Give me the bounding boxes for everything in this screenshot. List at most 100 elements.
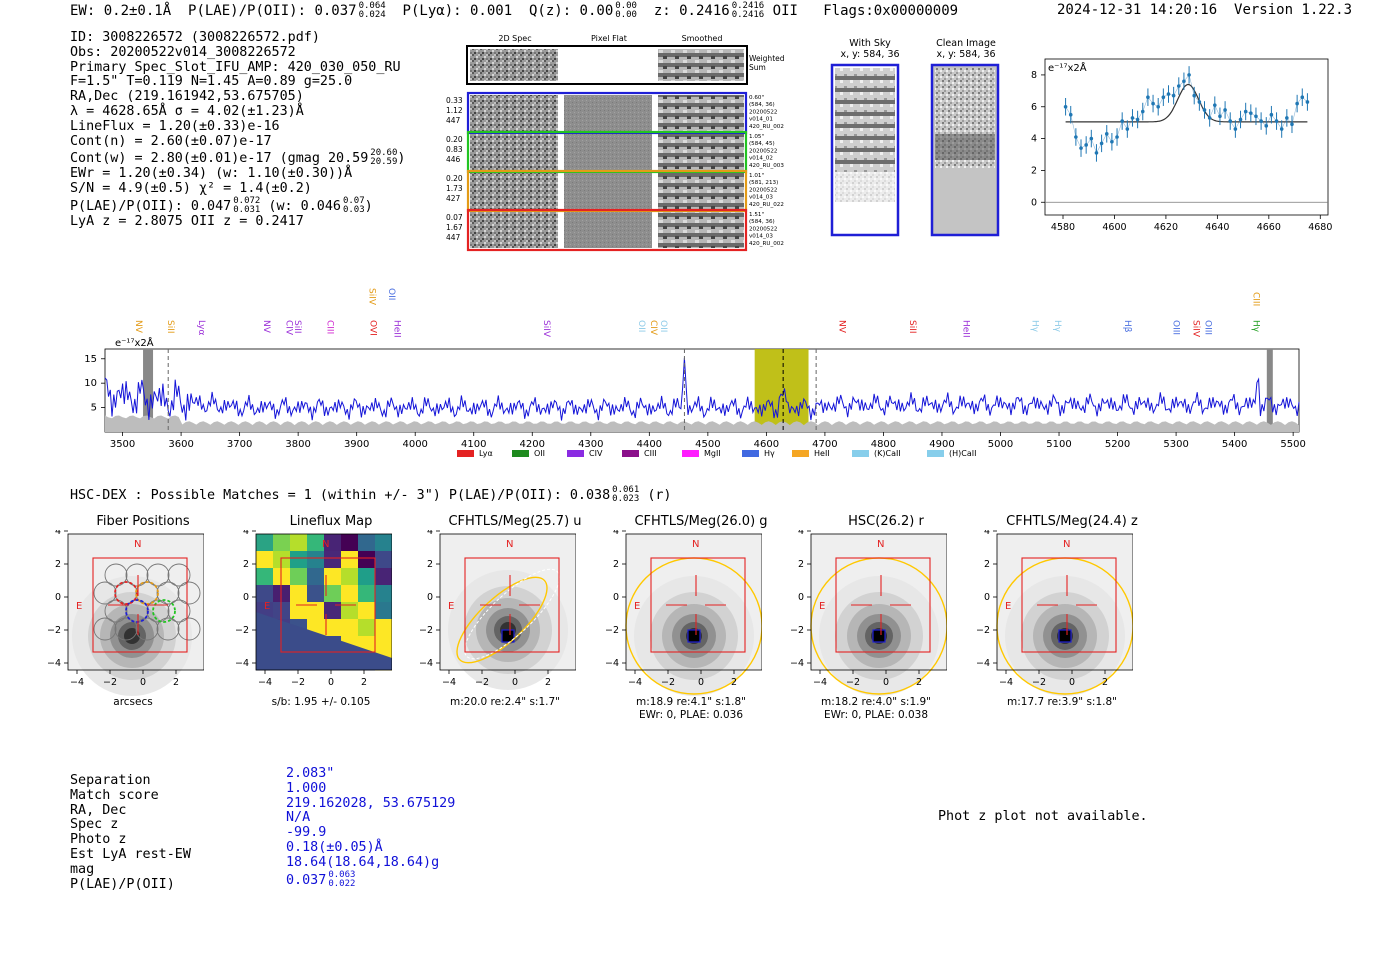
source-box xyxy=(687,629,701,643)
label-mag: mag xyxy=(70,861,95,877)
zoom-y-tick-label: 8 xyxy=(1031,70,1037,81)
fiber-circle xyxy=(114,617,138,641)
galaxy-core xyxy=(873,630,885,642)
legend-label: (K)CaII xyxy=(874,449,901,458)
x-tick-label: −2 xyxy=(846,677,860,688)
value-radec: 219.162028, 53.675129 xyxy=(286,795,456,811)
zoom-data-point xyxy=(1084,143,1088,147)
row-2dspec xyxy=(470,95,558,131)
zoom-data-point xyxy=(1259,119,1263,123)
zoom-data-point xyxy=(1140,109,1145,114)
label-photoz: Photo z xyxy=(70,832,127,848)
y-tick-label: −4 xyxy=(235,658,249,669)
version: Version 1.22.3 xyxy=(1234,2,1353,18)
row-pixelflat xyxy=(564,95,652,131)
row-right-value: (584, 36) xyxy=(749,102,775,108)
line-label-siiv: SiIV xyxy=(367,288,377,306)
line-label-ovi: OVI xyxy=(368,320,378,336)
spec-x-tick-label: 5300 xyxy=(1163,439,1188,450)
match-table-values: 2.083" 1.000 219.162028, 53.675129 N/A -… xyxy=(286,766,456,889)
row-right-value: (584, 45) xyxy=(749,141,775,147)
value-separation: 2.083" xyxy=(286,766,335,781)
lineflux-pixel xyxy=(375,568,392,586)
x-tick-label: 0 xyxy=(512,677,518,688)
galaxy-core xyxy=(688,630,700,642)
cutout-frame xyxy=(67,533,204,671)
legend-label: MgII xyxy=(704,449,721,458)
zoom-x-tick-label: 4620 xyxy=(1154,222,1178,233)
fiber-circle xyxy=(177,581,201,605)
lineflux-pixel xyxy=(375,534,392,552)
lineflux-mask xyxy=(256,612,392,670)
line-label-oii: OII xyxy=(636,320,646,332)
y-tick-label: 4 xyxy=(55,530,61,537)
zoom-data-point xyxy=(1192,93,1197,98)
spectrum-unit-label: e⁻¹⁷x2Å xyxy=(115,336,154,349)
legend-label: Lyα xyxy=(479,449,493,458)
cutout-caption: m:20.0 re:2.4" s:1.7" xyxy=(450,696,560,708)
legend-label: CIII xyxy=(644,449,657,458)
cutout-caption: m:17.7 re:3.9" s:1.8" xyxy=(1007,696,1117,708)
row-2dspec xyxy=(470,212,558,248)
lineflux-pixel xyxy=(307,585,325,603)
y-tick-label: −2 xyxy=(790,625,804,636)
x-tick-label: −2 xyxy=(1032,677,1046,688)
zoom-x-tick-label: 4580 xyxy=(1051,222,1075,233)
zoom-data-point xyxy=(1290,122,1294,127)
line-label-oiii: OIII xyxy=(1171,320,1181,335)
y-tick-label: 2 xyxy=(55,559,61,570)
legend-swatch xyxy=(742,450,759,457)
svg-text:Sum: Sum xyxy=(749,63,766,72)
row-left-value: 446 xyxy=(446,155,461,164)
spec-x-tick-label: 4700 xyxy=(812,439,837,450)
y-tick-label: −2 xyxy=(976,625,990,636)
lineflux-pixel xyxy=(324,602,342,620)
lineflux-pixel xyxy=(273,568,291,586)
legend-swatch xyxy=(512,450,529,457)
zoom-data-point xyxy=(1213,103,1217,107)
zoom-spectrum-chart: e⁻¹⁷x2Å 4580 4600 4620 4640 4660 4680 0 2 4 6 8 xyxy=(1031,58,1332,233)
spec-x-tick-label: 4800 xyxy=(871,439,896,450)
spec-x-tick-label: 5200 xyxy=(1105,439,1130,450)
source-box xyxy=(1058,629,1072,643)
spec-y-tick-label: 5 xyxy=(91,403,97,414)
info-plae: P(LAE)/P(OII): 0.047 0.072 0.031 (w: 0.046… xyxy=(70,195,373,215)
zoom-data-point xyxy=(1300,95,1305,100)
east-label: E xyxy=(76,601,82,612)
zoom-data-point xyxy=(1151,101,1155,106)
lineflux-pixel xyxy=(341,602,359,620)
info-id: ID: 3008226572 (3008226572.pdf) xyxy=(70,30,320,45)
row-left-value: 1.67 xyxy=(446,223,463,232)
lineflux-pixel xyxy=(324,568,342,586)
x-tick-label: 2 xyxy=(173,677,179,688)
line-label-siii: SiII xyxy=(292,320,302,334)
line-label-siiv: SiIV xyxy=(541,320,551,338)
header-flags: Flags:0x00000009 xyxy=(823,3,959,19)
zoom-data-point xyxy=(1182,79,1186,84)
line-label-nv: NV xyxy=(837,320,847,334)
masked-region-left xyxy=(143,349,154,432)
fiber-circle xyxy=(93,617,117,641)
zoom-data-point xyxy=(1249,111,1253,115)
line-label-hγ: Hγ xyxy=(1250,320,1260,333)
spectrum-frame xyxy=(104,348,1300,433)
fiber-circle xyxy=(167,599,191,623)
y-tick-label: −4 xyxy=(605,658,619,669)
row-right-value: v014_01 xyxy=(749,117,773,123)
zoom-data-point xyxy=(1197,100,1202,104)
spec-x-tick-label: 4600 xyxy=(754,439,779,450)
lineflux-pixel xyxy=(324,551,342,569)
x-tick-label: 2 xyxy=(1102,677,1108,688)
header-right: 2024-12-31 14:20:16 Version 1.22.3 xyxy=(1057,2,1352,18)
row-left-value: 0.33 xyxy=(446,96,463,105)
y-tick-label: −4 xyxy=(976,658,990,669)
header-line: EW: 0.2±0.1Å P(LAE)/P(OII): 0.037 0.064 0.… xyxy=(70,2,958,20)
row-smoothed xyxy=(658,212,744,248)
header-qz-err: 0.00 0.00 xyxy=(615,1,637,20)
cutout-frame xyxy=(810,533,947,671)
zoom-data-point xyxy=(1223,108,1227,112)
north-label: N xyxy=(692,539,699,550)
cutout-image-panel: NE−4−4−2−2002244 xyxy=(605,530,762,696)
